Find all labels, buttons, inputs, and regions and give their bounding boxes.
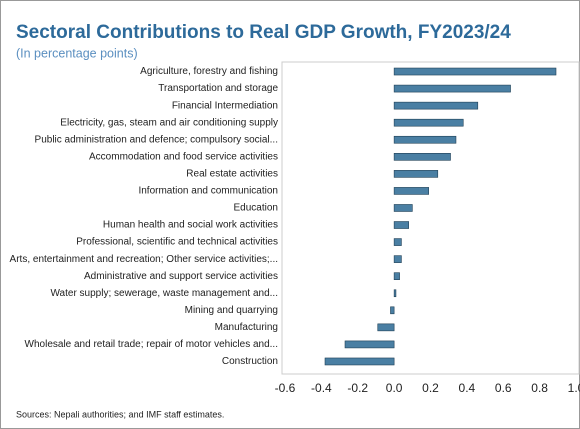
x-tick-label: -0.2	[347, 381, 368, 395]
bar	[393, 187, 429, 195]
bar	[393, 255, 402, 263]
y-tick-label: Education	[234, 203, 278, 214]
y-tick-label: Electricity, gas, steam and air conditio…	[60, 117, 278, 128]
y-tick-label: Transportation and storage	[158, 83, 278, 94]
bar	[344, 340, 395, 349]
bar	[377, 323, 395, 332]
y-tick-label: Mining and quarrying	[185, 305, 278, 316]
y-tick-label: Accommodation and food service activitie…	[89, 151, 278, 162]
y-tick-label: Information and communication	[138, 186, 278, 197]
y-tick-label: Real estate activities	[186, 169, 278, 180]
y-tick-label: Manufacturing	[215, 322, 278, 333]
bar	[393, 135, 457, 144]
bar	[393, 272, 400, 280]
chart-title: Sectoral Contributions to Real GDP Growt…	[16, 22, 511, 43]
bar	[393, 238, 402, 246]
y-tick-label: Human health and social work activities	[103, 220, 278, 231]
bar	[393, 204, 413, 212]
y-tick-label: Administrative and support service activ…	[84, 271, 278, 282]
y-tick-label: Water supply; sewerage, waste management…	[50, 288, 278, 299]
bar	[393, 153, 451, 161]
y-tick-label: Financial Intermediation	[172, 100, 278, 111]
y-tick-label: Construction	[222, 356, 278, 367]
bar	[324, 357, 395, 366]
plot-area	[281, 61, 580, 375]
source-note: Sources: Nepali authorities; and IMF sta…	[16, 409, 224, 419]
chart-subtitle: (In percentage points)	[16, 46, 138, 60]
y-tick-label: Wholesale and retail trade; repair of mo…	[25, 339, 278, 350]
y-tick-label: Public administration and defence; compu…	[35, 134, 278, 145]
y-tick-label: Agriculture, forestry and fishing	[140, 66, 278, 77]
bar	[393, 101, 479, 110]
x-tick-label: 0.2	[422, 381, 439, 395]
x-tick-label: -0.4	[311, 381, 332, 395]
bar	[393, 221, 409, 229]
x-tick-label: -0.6	[275, 381, 296, 395]
x-tick-label: 0.4	[459, 381, 476, 395]
bar	[390, 306, 395, 315]
y-tick-label: Arts, entertainment and recreation; Othe…	[10, 254, 278, 265]
bar	[393, 289, 397, 298]
y-tick-label: Professional, scientific and technical a…	[76, 237, 278, 248]
x-tick-label: 0.0	[386, 381, 403, 395]
bar	[393, 67, 557, 76]
bar	[393, 170, 439, 178]
bar	[393, 118, 464, 127]
bar	[393, 84, 511, 93]
x-tick-label: 1.0	[568, 381, 580, 395]
x-tick-label: 0.8	[531, 381, 548, 395]
x-tick-label: 0.6	[495, 381, 512, 395]
